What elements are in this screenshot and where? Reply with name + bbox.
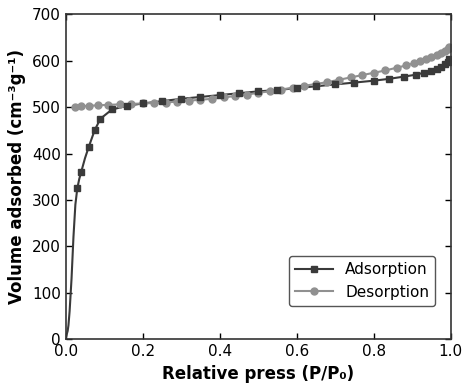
Legend: Adsorption, Desorption: Adsorption, Desorption <box>289 256 435 306</box>
Y-axis label: Volume adsorbed (cm⁻³g⁻¹): Volume adsorbed (cm⁻³g⁻¹) <box>8 49 26 304</box>
X-axis label: Relative press (P/P₀): Relative press (P/P₀) <box>162 365 354 383</box>
